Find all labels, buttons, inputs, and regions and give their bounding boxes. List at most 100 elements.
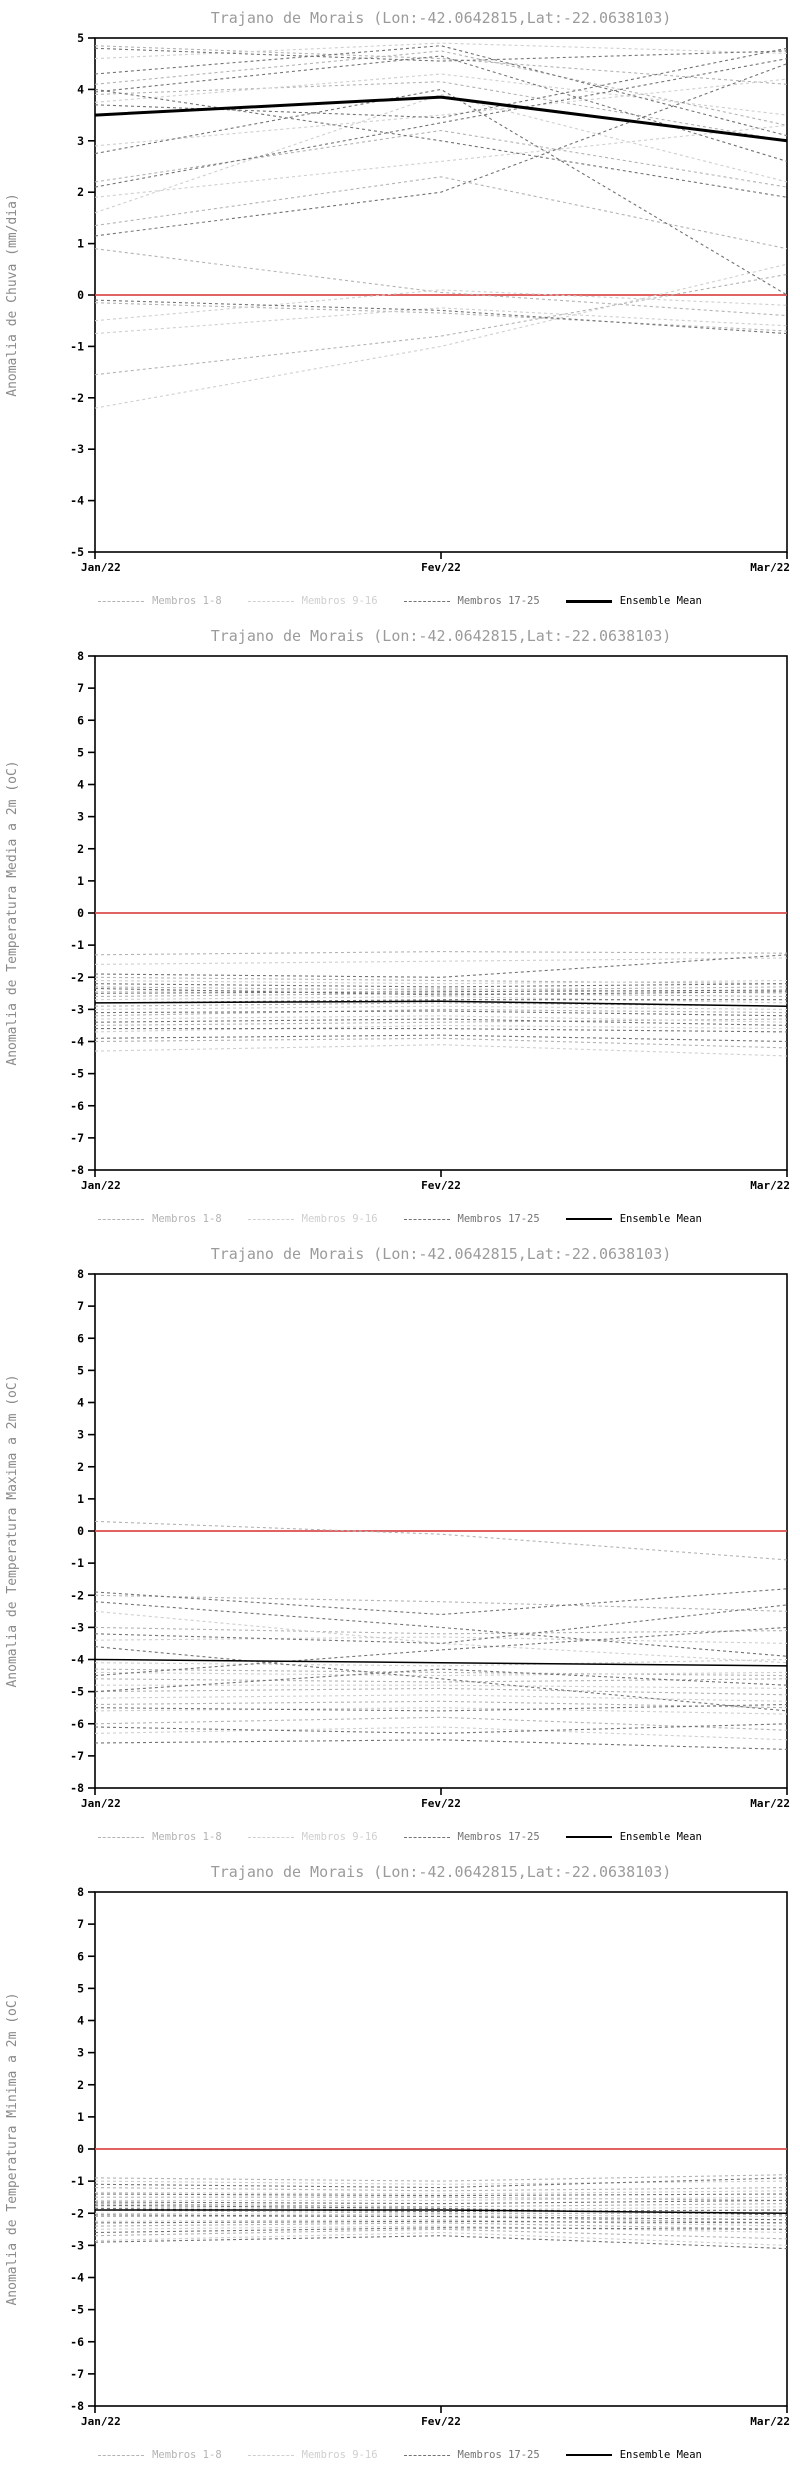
chart-title: Trajano de Morais (Lon:-42.0642815,Lat:-…: [210, 9, 672, 27]
legend: Membros 1-8 Membros 9-16 Membros 17-25 Ense…: [0, 1824, 800, 1850]
ensemble-member-line: [94, 45, 788, 85]
ensemble-member-line: [94, 1520, 788, 1561]
legend-line-sample: [565, 1218, 612, 1220]
ensemble-member-line: [94, 976, 788, 985]
ensemble-member-line: [94, 989, 788, 994]
ensemble-member-line: [94, 273, 788, 376]
y-tick-label: 3: [77, 1428, 84, 1442]
y-axis-label: Anomalia de Temperatura Maxima a 2m (oC): [5, 1374, 20, 1687]
legend-label: Membros 1-8: [152, 1831, 222, 1843]
y-tick-label: -6: [70, 1717, 84, 1731]
legend-item: Ensemble Mean: [565, 595, 702, 607]
legend-line-sample: [98, 1836, 145, 1838]
y-tick-label: 1: [77, 237, 84, 251]
legend-item: Membros 9-16: [247, 2449, 378, 2461]
legend-label: Membros 1-8: [152, 1213, 222, 1225]
y-tick-label: 0: [77, 906, 84, 920]
ensemble-member-line: [94, 1723, 788, 1734]
chart-title: Trajano de Morais (Lon:-42.0642815,Lat:-…: [210, 627, 672, 645]
legend-line-sample: [247, 1836, 294, 1838]
y-tick-label: 5: [77, 1981, 84, 1995]
ensemble-member-line: [94, 1703, 788, 1712]
ensemble-member-line: [95, 2196, 788, 2201]
ensemble-member-line: [94, 979, 788, 985]
ensemble-mean-line: [94, 1658, 788, 1667]
legend-line-sample: [403, 1218, 450, 1220]
y-tick-label: -3: [70, 442, 84, 456]
y-tick-label: 2: [77, 2078, 84, 2092]
x-tick-label: Mar/22: [750, 1797, 790, 1810]
x-tick-label: Fev/22: [421, 561, 461, 574]
legend-label: Membros 1-8: [152, 2449, 222, 2461]
ensemble-member-line: [94, 302, 788, 332]
ensemble-member-line: [94, 73, 788, 116]
ensemble-member-line: [94, 1601, 788, 1657]
ensemble-member-line: [94, 45, 788, 137]
y-tick-label: 5: [77, 1363, 84, 1377]
y-tick-label: 4: [77, 1396, 84, 1410]
x-tick-label: Mar/22: [750, 561, 790, 574]
ensemble-mean-line: [94, 95, 788, 143]
y-tick-label: 5: [77, 32, 84, 45]
ensemble-member-line: [94, 1626, 788, 1635]
y-tick-label: -4: [70, 1653, 84, 1667]
ensemble-member-line: [95, 2196, 788, 2201]
legend-item: Ensemble Mean: [565, 2449, 702, 2461]
legend-line-sample: [98, 1218, 145, 1220]
legend-label: Membros 9-16: [301, 2449, 378, 2461]
ensemble-member-line: [95, 1684, 788, 1689]
y-tick-label: -1: [70, 1556, 84, 1570]
ensemble-member-line: [94, 81, 788, 142]
y-tick-label: -6: [70, 1099, 84, 1113]
y-tick-label: -8: [70, 1163, 84, 1177]
ensemble-member-line: [94, 2214, 788, 2221]
legend-line-sample: [98, 600, 145, 602]
legend-item: Membros 9-16: [247, 1213, 378, 1225]
ensemble-member-line: [94, 2222, 788, 2230]
ensemble-member-line: [94, 47, 788, 62]
ensemble-member-line: [94, 1044, 788, 1057]
y-tick-label: 8: [77, 1268, 84, 1281]
y-tick-label: -1: [70, 938, 84, 952]
chart-section: Trajano de Morais (Lon:-42.0642815,Lat:-…: [0, 618, 800, 1236]
y-tick-label: -4: [70, 1035, 84, 1049]
ensemble-member-line: [94, 2187, 788, 2192]
legend-label: Membros 17-25: [457, 595, 540, 607]
y-tick-label: -5: [70, 545, 84, 559]
ensemble-mean-line: [95, 2209, 788, 2215]
legend-line-sample: [247, 600, 294, 602]
y-tick-label: -3: [70, 2238, 84, 2252]
ensemble-member-line: [94, 1739, 788, 1750]
ensemble-member-line: [94, 2177, 788, 2189]
y-tick-label: -3: [70, 1002, 84, 1016]
ensemble-member-line: [94, 63, 788, 237]
ensemble-member-line: [94, 88, 788, 198]
y-tick-label: 6: [77, 1331, 84, 1345]
ensemble-member-line: [94, 1726, 788, 1741]
legend-label: Membros 17-25: [457, 1213, 540, 1225]
legend-line-sample: [403, 600, 450, 602]
ensemble-member-line: [94, 2225, 788, 2234]
x-tick-label: Mar/22: [750, 2415, 790, 2428]
ensemble-member-line: [94, 986, 788, 991]
ensemble-member-line: [94, 987, 788, 996]
ensemble-member-line: [94, 2228, 788, 2240]
ensemble-member-line: [94, 1604, 788, 1644]
legend-label: Membros 9-16: [301, 595, 378, 607]
y-tick-label: -3: [70, 1620, 84, 1634]
ensemble-member-line: [94, 1700, 788, 1709]
ensemble-member-line: [94, 1008, 788, 1017]
legend-item: Membros 1-8: [98, 2449, 222, 2461]
ensemble-member-line: [94, 1610, 788, 1664]
y-tick-label: 3: [77, 2046, 84, 2060]
y-tick-label: 2: [77, 185, 84, 199]
ensemble-member-line: [94, 2193, 788, 2197]
x-tick-label: Jan/22: [81, 2415, 121, 2428]
legend-item: Membros 1-8: [98, 1213, 222, 1225]
y-tick-label: -6: [70, 2335, 84, 2349]
y-tick-label: 4: [77, 778, 84, 792]
ensemble-member-line: [94, 78, 788, 147]
legend-label: Membros 17-25: [457, 1831, 540, 1843]
ensemble-member-line: [94, 2212, 788, 2218]
